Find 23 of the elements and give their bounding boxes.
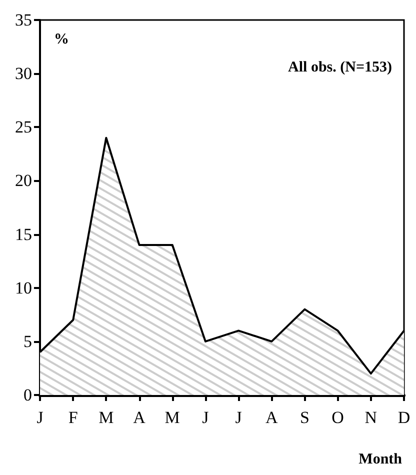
x-tick-label: N xyxy=(364,408,378,427)
y-tick-label: 25 xyxy=(15,118,32,137)
y-tick-label: 15 xyxy=(15,224,32,244)
x-tick-label: A xyxy=(265,408,278,427)
y-tick-label: 30 xyxy=(15,64,32,84)
annotation: All obs. (N=153) xyxy=(288,60,392,76)
y-tick-label: 10 xyxy=(15,278,32,298)
y-tick-label: 20 xyxy=(15,171,32,190)
x-tick-label: S xyxy=(300,408,310,427)
x-tick-label: A xyxy=(133,408,146,427)
x-tick-label: M xyxy=(164,408,180,427)
x-tick-label: O xyxy=(332,408,344,427)
x-tick-label: F xyxy=(68,408,78,427)
y-tick-label: 35 xyxy=(15,10,32,30)
x-tick-label: D xyxy=(398,408,410,427)
y-tick-label: 5 xyxy=(24,332,32,351)
x-tick-label: M xyxy=(98,408,114,427)
x-tick-label: J xyxy=(36,408,44,427)
x-axis-title: Month xyxy=(358,452,403,468)
x-tick-label: J xyxy=(235,408,242,427)
x-tick-label: J xyxy=(202,408,210,427)
y-tick-label: 0 xyxy=(24,386,32,404)
y-axis-title: % xyxy=(54,32,69,48)
